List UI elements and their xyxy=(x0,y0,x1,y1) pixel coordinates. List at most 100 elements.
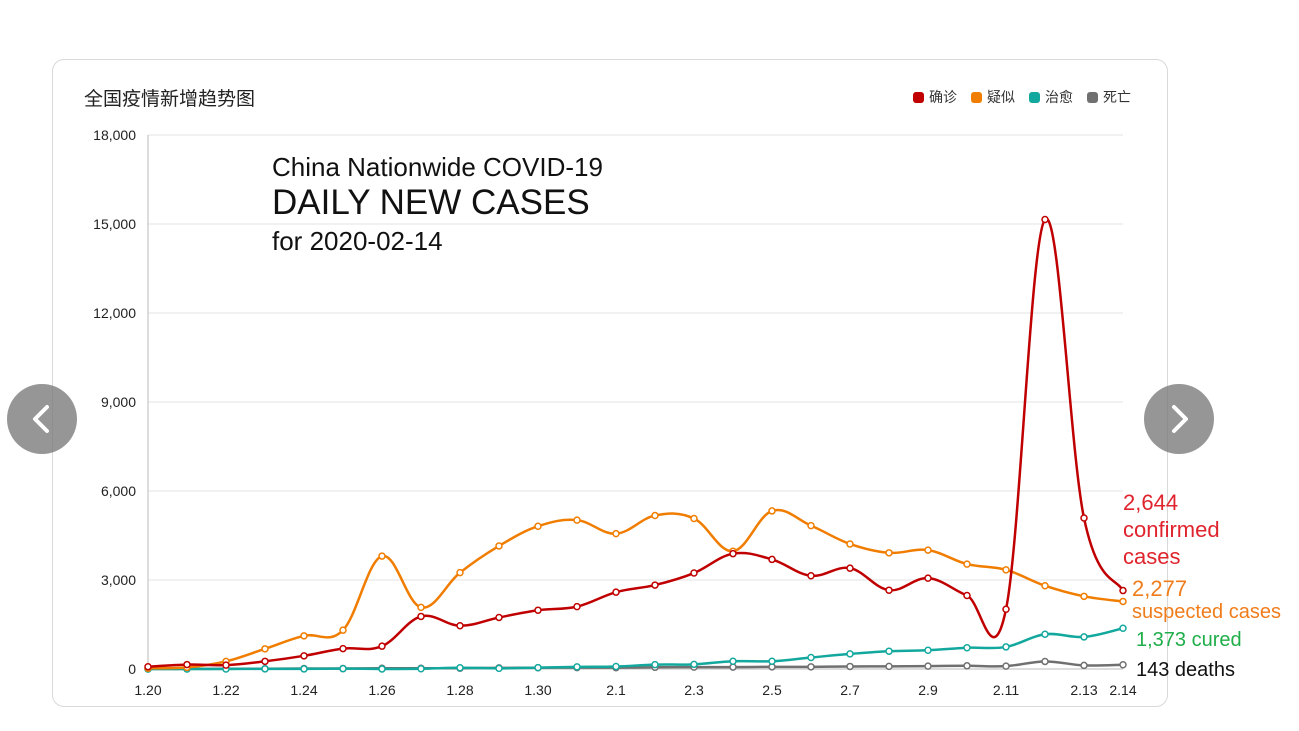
data-point xyxy=(885,647,893,655)
x-tick-label: 1.26 xyxy=(368,682,395,698)
annotation-cured: 1,373 cured xyxy=(1136,629,1242,651)
x-tick-label: 1.22 xyxy=(212,682,239,698)
y-tick-label: 9,000 xyxy=(101,394,136,410)
data-point xyxy=(885,549,893,557)
legend-swatch xyxy=(1029,91,1040,103)
data-point xyxy=(768,657,776,666)
data-point xyxy=(534,522,542,530)
data-point xyxy=(924,662,932,670)
data-point xyxy=(1041,581,1049,590)
data-point xyxy=(924,646,932,655)
data-point xyxy=(573,602,581,611)
data-point xyxy=(846,662,854,671)
legend-item[interactable]: 治愈 xyxy=(1029,87,1073,107)
data-point xyxy=(1080,661,1088,670)
data-point xyxy=(1080,592,1088,601)
data-point xyxy=(1041,630,1049,639)
data-point xyxy=(729,549,737,558)
data-point xyxy=(1119,624,1127,633)
data-point xyxy=(846,650,854,658)
data-point xyxy=(963,662,971,670)
legend-label: 疑似 xyxy=(987,90,1015,106)
legend-item[interactable]: 死亡 xyxy=(1087,87,1131,107)
legend-swatch xyxy=(913,91,924,103)
data-point xyxy=(573,516,581,524)
x-tick-label: 2.13 xyxy=(1070,682,1097,698)
data-point xyxy=(261,665,269,673)
y-tick-label: 18,000 xyxy=(93,127,136,143)
data-point xyxy=(456,621,464,630)
data-point xyxy=(885,662,893,671)
data-point xyxy=(300,652,308,660)
data-point xyxy=(495,613,503,622)
chevron-right-icon xyxy=(1172,405,1188,433)
data-point xyxy=(378,552,386,560)
series-line-2 xyxy=(148,627,1124,671)
data-point xyxy=(846,540,854,548)
data-point xyxy=(612,588,620,596)
legend-label: 确诊 xyxy=(929,90,957,106)
chart-title: 全国疫情新增趋势图 xyxy=(84,88,256,110)
data-point xyxy=(1119,597,1127,606)
annotation-suspected-count: 2,277 xyxy=(1132,576,1188,601)
data-point xyxy=(729,657,737,665)
x-tick-label: 1.20 xyxy=(134,682,161,698)
data-point xyxy=(768,507,776,515)
data-point xyxy=(261,657,269,666)
previous-slide-button[interactable] xyxy=(7,384,77,454)
data-point xyxy=(612,662,620,671)
annotation-confirmed-label: confirmed xyxy=(1123,517,1220,542)
data-point xyxy=(261,645,269,653)
data-point xyxy=(651,660,659,669)
data-point xyxy=(690,514,698,523)
data-point xyxy=(963,591,971,600)
chevron-left-icon xyxy=(33,405,49,433)
data-point xyxy=(339,626,347,634)
data-point xyxy=(378,665,386,673)
y-tick-label: 15,000 xyxy=(93,216,136,232)
data-point xyxy=(222,661,230,669)
x-tick-label: 2.11 xyxy=(993,682,1019,698)
data-point xyxy=(417,603,425,612)
data-point xyxy=(963,644,971,652)
x-tick-label: 2.3 xyxy=(684,682,704,698)
data-point xyxy=(534,606,542,614)
legend-item[interactable]: 疑似 xyxy=(971,87,1015,107)
y-tick-label: 12,000 xyxy=(93,305,136,321)
data-point xyxy=(651,581,659,589)
annotation-suspected-label: suspected cases xyxy=(1132,601,1281,623)
data-point xyxy=(1119,661,1127,669)
data-point xyxy=(768,555,776,564)
annotation-confirmed-label-2: cases xyxy=(1123,544,1181,569)
legend-item[interactable]: 确诊 xyxy=(913,87,957,107)
x-tick-label: 1.24 xyxy=(290,682,317,698)
data-point xyxy=(417,612,425,621)
data-point xyxy=(690,660,698,669)
x-tick-label: 2.9 xyxy=(918,682,938,698)
data-point xyxy=(1002,643,1010,651)
data-point xyxy=(690,569,698,577)
x-tick-label: 1.28 xyxy=(446,682,473,698)
data-point xyxy=(378,642,386,650)
data-point xyxy=(846,564,854,572)
data-point xyxy=(300,665,308,673)
next-slide-button[interactable] xyxy=(1144,384,1214,454)
data-point xyxy=(456,568,464,577)
data-point xyxy=(1119,586,1127,595)
annotation-deaths: 143 deaths xyxy=(1136,659,1235,681)
data-point xyxy=(456,663,464,672)
data-point xyxy=(144,662,152,671)
data-point xyxy=(339,644,347,653)
data-point xyxy=(495,542,503,550)
data-point xyxy=(1002,662,1010,670)
data-point xyxy=(807,653,815,662)
data-point xyxy=(495,664,503,673)
series-line-0 xyxy=(147,217,1125,668)
data-point xyxy=(1002,566,1010,574)
legend-label: 治愈 xyxy=(1045,90,1073,106)
data-point xyxy=(924,546,932,554)
y-tick-label: 6,000 xyxy=(101,483,136,499)
data-point xyxy=(300,632,308,640)
data-point xyxy=(807,521,815,530)
